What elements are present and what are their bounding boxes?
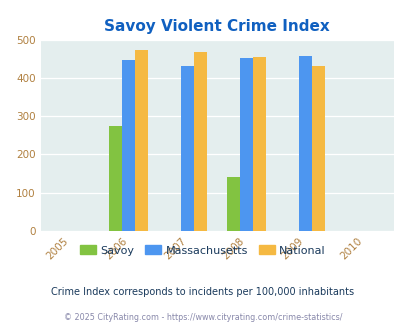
Title: Savoy Violent Crime Index: Savoy Violent Crime Index [104, 19, 329, 34]
Legend: Savoy, Massachusetts, National: Savoy, Massachusetts, National [76, 241, 329, 260]
Bar [181, 66, 194, 231]
Bar [135, 50, 148, 231]
Text: Crime Index corresponds to incidents per 100,000 inhabitants: Crime Index corresponds to incidents per… [51, 287, 354, 297]
Bar [240, 58, 252, 231]
Bar [109, 126, 122, 231]
Bar [194, 52, 207, 231]
Bar [311, 66, 324, 231]
Bar [122, 59, 135, 231]
Bar [252, 57, 265, 231]
Bar [227, 177, 240, 231]
Bar [298, 56, 311, 231]
Text: © 2025 CityRating.com - https://www.cityrating.com/crime-statistics/: © 2025 CityRating.com - https://www.city… [64, 313, 341, 322]
